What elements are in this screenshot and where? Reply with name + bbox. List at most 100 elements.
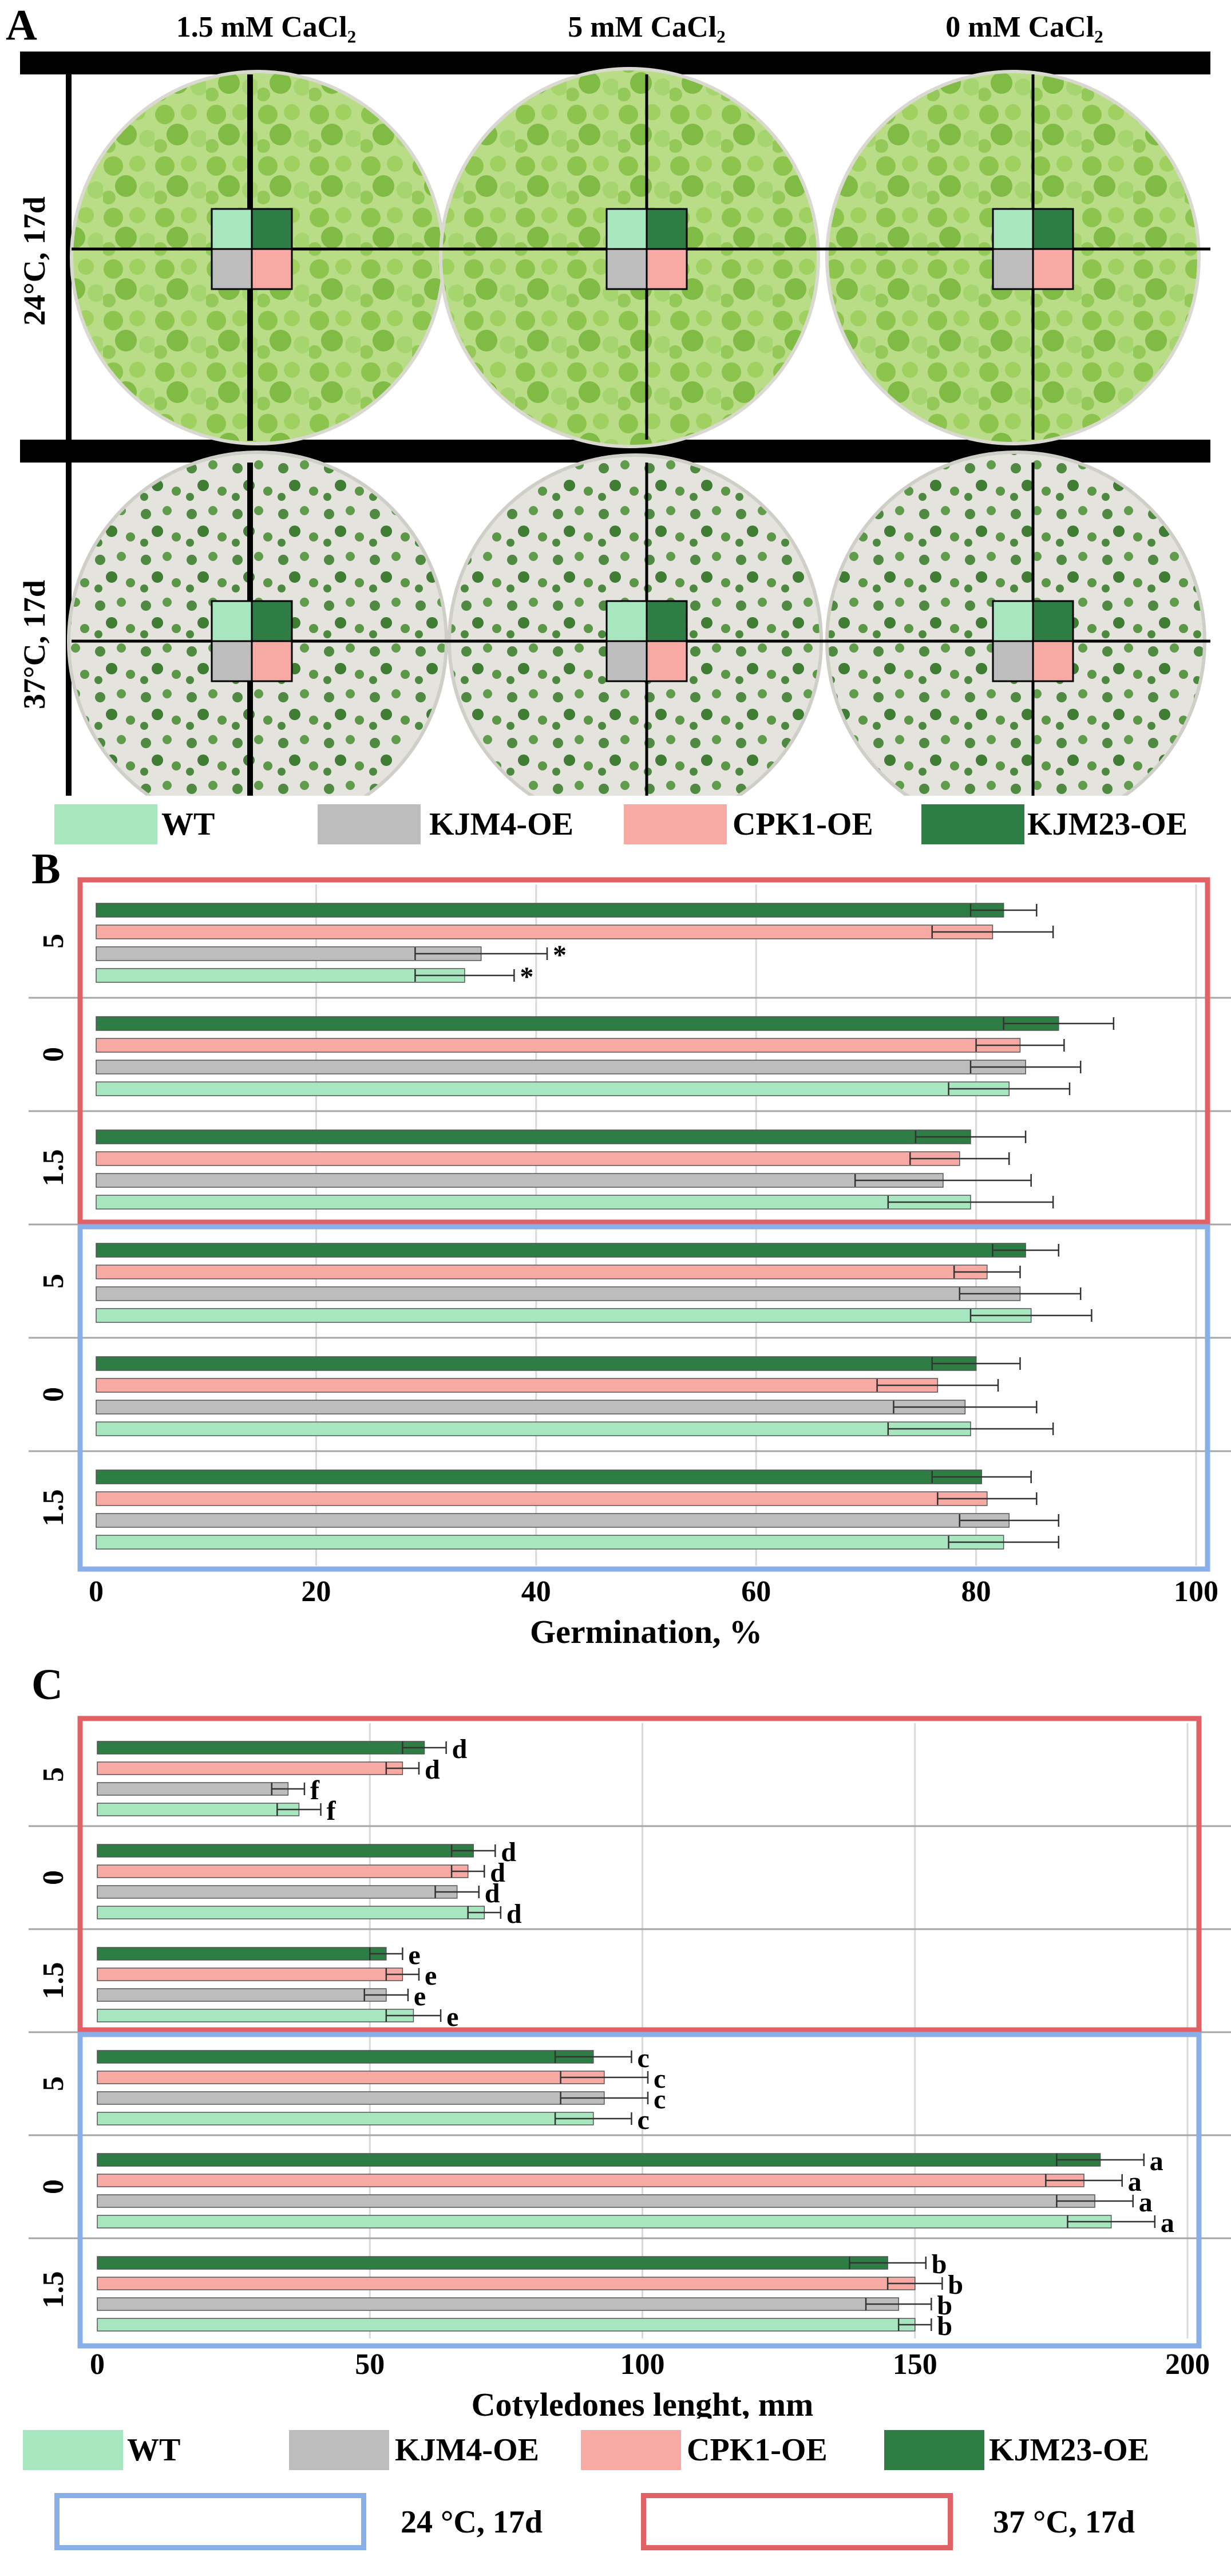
- significance-mark: c: [637, 2105, 649, 2135]
- significance-mark: d: [452, 1734, 468, 1764]
- bar-wt: [96, 1535, 1004, 1550]
- bar-kjm23-oe: [97, 1844, 474, 1858]
- significance-mark: f: [327, 1796, 337, 1826]
- legend-bottom-swatch-kjm4: [289, 2430, 389, 2470]
- legend-bottom-swatch-kjm23: [884, 2430, 984, 2470]
- significance-mark: d: [501, 1837, 516, 1867]
- significance-mark: e: [446, 2002, 458, 2032]
- bar-cpk1-oe: [97, 1967, 403, 1981]
- bar-cpk1-oe: [97, 1761, 403, 1775]
- condition-box-24c: [77, 2032, 1202, 2349]
- significance-mark: b: [948, 2270, 963, 2300]
- bar-kjm4-oe: [97, 1885, 458, 1899]
- bar-kjm4-oe: [96, 1173, 944, 1188]
- bar-wt: [97, 2009, 414, 2022]
- x-tick-label-0: 0: [90, 2348, 105, 2381]
- group-label-1-5: 1.5: [37, 2271, 70, 2309]
- panel-c-letter: C: [31, 1661, 63, 1709]
- group-label-0: 0: [37, 1387, 70, 1402]
- group-label-5: 5: [37, 1274, 70, 1289]
- group-label-0: 0: [37, 1047, 70, 1062]
- group-label-5: 5: [37, 1767, 70, 1782]
- bar-kjm23-oe: [96, 1016, 1059, 1031]
- row-header-24c: 24°C, 17d: [17, 196, 52, 326]
- significance-mark: d: [506, 1899, 522, 1929]
- left-black-line: [66, 74, 72, 796]
- legend-label-kjm4: KJM4-OE: [429, 807, 573, 842]
- germination-chart: 0 20 40 60 80 100 5 * * 0 1.5 5 0 1.5 Germination, %: [29, 877, 1231, 1650]
- bar-cpk1-oe: [96, 1038, 1021, 1053]
- significance-mark: b: [937, 2290, 952, 2321]
- column-header-0mM: 0 mM CaCl₂: [945, 11, 1103, 44]
- significance-mark: e: [425, 1961, 437, 1991]
- legend-bottom-swatch-wt: [23, 2430, 123, 2470]
- bar-wt: [96, 1421, 971, 1436]
- x-tick-label-20: 20: [301, 1575, 331, 1608]
- quadrant-key-37c-1-5mM: [211, 600, 293, 682]
- significance-mark: f: [310, 1775, 320, 1805]
- bar-cpk1-oe: [96, 1491, 988, 1506]
- bar-kjm23-oe: [96, 1243, 1026, 1258]
- bar-wt: [96, 1195, 971, 1210]
- x-axis-label: Germination, %: [530, 1613, 762, 1650]
- bar-kjm4-oe: [96, 1400, 966, 1415]
- bar-wt: [97, 1803, 300, 1816]
- x-tick-label-200: 200: [1165, 2348, 1210, 2381]
- x-tick-label-100: 100: [620, 2348, 665, 2381]
- significance-mark: *: [520, 962, 533, 992]
- quadrant-key-37c-0mM: [992, 600, 1074, 682]
- x-tick-label-80: 80: [961, 1575, 991, 1608]
- cotyledon-length-chart: 0 50 100 150 2005ddff0dddd1.5eeee5cccc0aaaa1…: [29, 1716, 1231, 2419]
- significance-mark: e: [414, 1981, 426, 2012]
- panel-a-letter: A: [6, 1, 37, 49]
- legend-label-cpk1: CPK1-OE: [733, 807, 873, 842]
- x-tick-label-150: 150: [893, 2348, 937, 2381]
- legend-label-wt: WT: [161, 807, 215, 842]
- bar-kjm4-oe: [96, 1286, 1021, 1301]
- significance-mark: a: [1150, 2146, 1163, 2176]
- legend-label-24c: 24 °C, 17d: [401, 2504, 543, 2540]
- significance-mark: b: [937, 2311, 952, 2341]
- quadrant-key-37c-5mM: [605, 600, 688, 682]
- bar-wt: [96, 1308, 1032, 1323]
- group-label-1-5: 1.5: [37, 1490, 70, 1527]
- bar-kjm23-oe: [97, 2050, 594, 2064]
- significance-mark: *: [553, 940, 567, 970]
- bar-kjm4-oe: [97, 2297, 899, 2311]
- bar-kjm4-oe: [96, 1060, 1026, 1074]
- significance-mark: a: [1128, 2167, 1142, 2197]
- bar-kjm23-oe: [97, 1947, 387, 1961]
- bar-cpk1-oe: [97, 2071, 605, 2084]
- bar-kjm4-oe: [97, 2194, 1095, 2208]
- group-label-0: 0: [37, 2179, 70, 2194]
- legend-label-kjm23: KJM23-OE: [1027, 807, 1188, 842]
- legend-bottom-label-cpk1: CPK1-OE: [687, 2432, 828, 2468]
- legend-box-24c: [54, 2493, 366, 2550]
- legend-box-37c: [641, 2493, 953, 2550]
- legend-bottom-label-kjm23: KJM23-OE: [989, 2432, 1149, 2468]
- bar-kjm4-oe: [96, 1513, 1010, 1528]
- bar-wt: [97, 2318, 916, 2332]
- plates-photo-grid: [20, 52, 1210, 796]
- x-tick-label-40: 40: [521, 1575, 551, 1608]
- quadrant-key-24c-0mM: [992, 208, 1074, 290]
- column-header-5mM: 5 mM CaCl₂: [568, 11, 726, 44]
- bar-kjm23-oe: [97, 2256, 888, 2270]
- bar-kjm23-oe: [96, 1129, 971, 1144]
- bar-wt: [97, 2112, 594, 2125]
- x-tick-label-100: 100: [1174, 1575, 1218, 1608]
- x-tick-label-50: 50: [355, 2348, 385, 2381]
- group-label-5: 5: [37, 934, 70, 949]
- bar-kjm4-oe: [97, 1988, 387, 2002]
- bar-kjm4-oe: [97, 2091, 605, 2105]
- legend-swatch-wt: [54, 804, 157, 844]
- bar-cpk1-oe: [97, 1864, 469, 1878]
- group-label-1-5: 1.5: [37, 1962, 70, 2000]
- x-tick-label-0: 0: [89, 1575, 104, 1608]
- x-axis-label: Cotyledones lenght, mm: [472, 2386, 814, 2419]
- legend-swatch-cpk1: [624, 804, 727, 844]
- group-label-1-5: 1.5: [37, 1149, 70, 1187]
- bar-wt: [96, 968, 465, 983]
- bar-wt: [97, 2215, 1112, 2229]
- bar-wt: [97, 1906, 485, 1919]
